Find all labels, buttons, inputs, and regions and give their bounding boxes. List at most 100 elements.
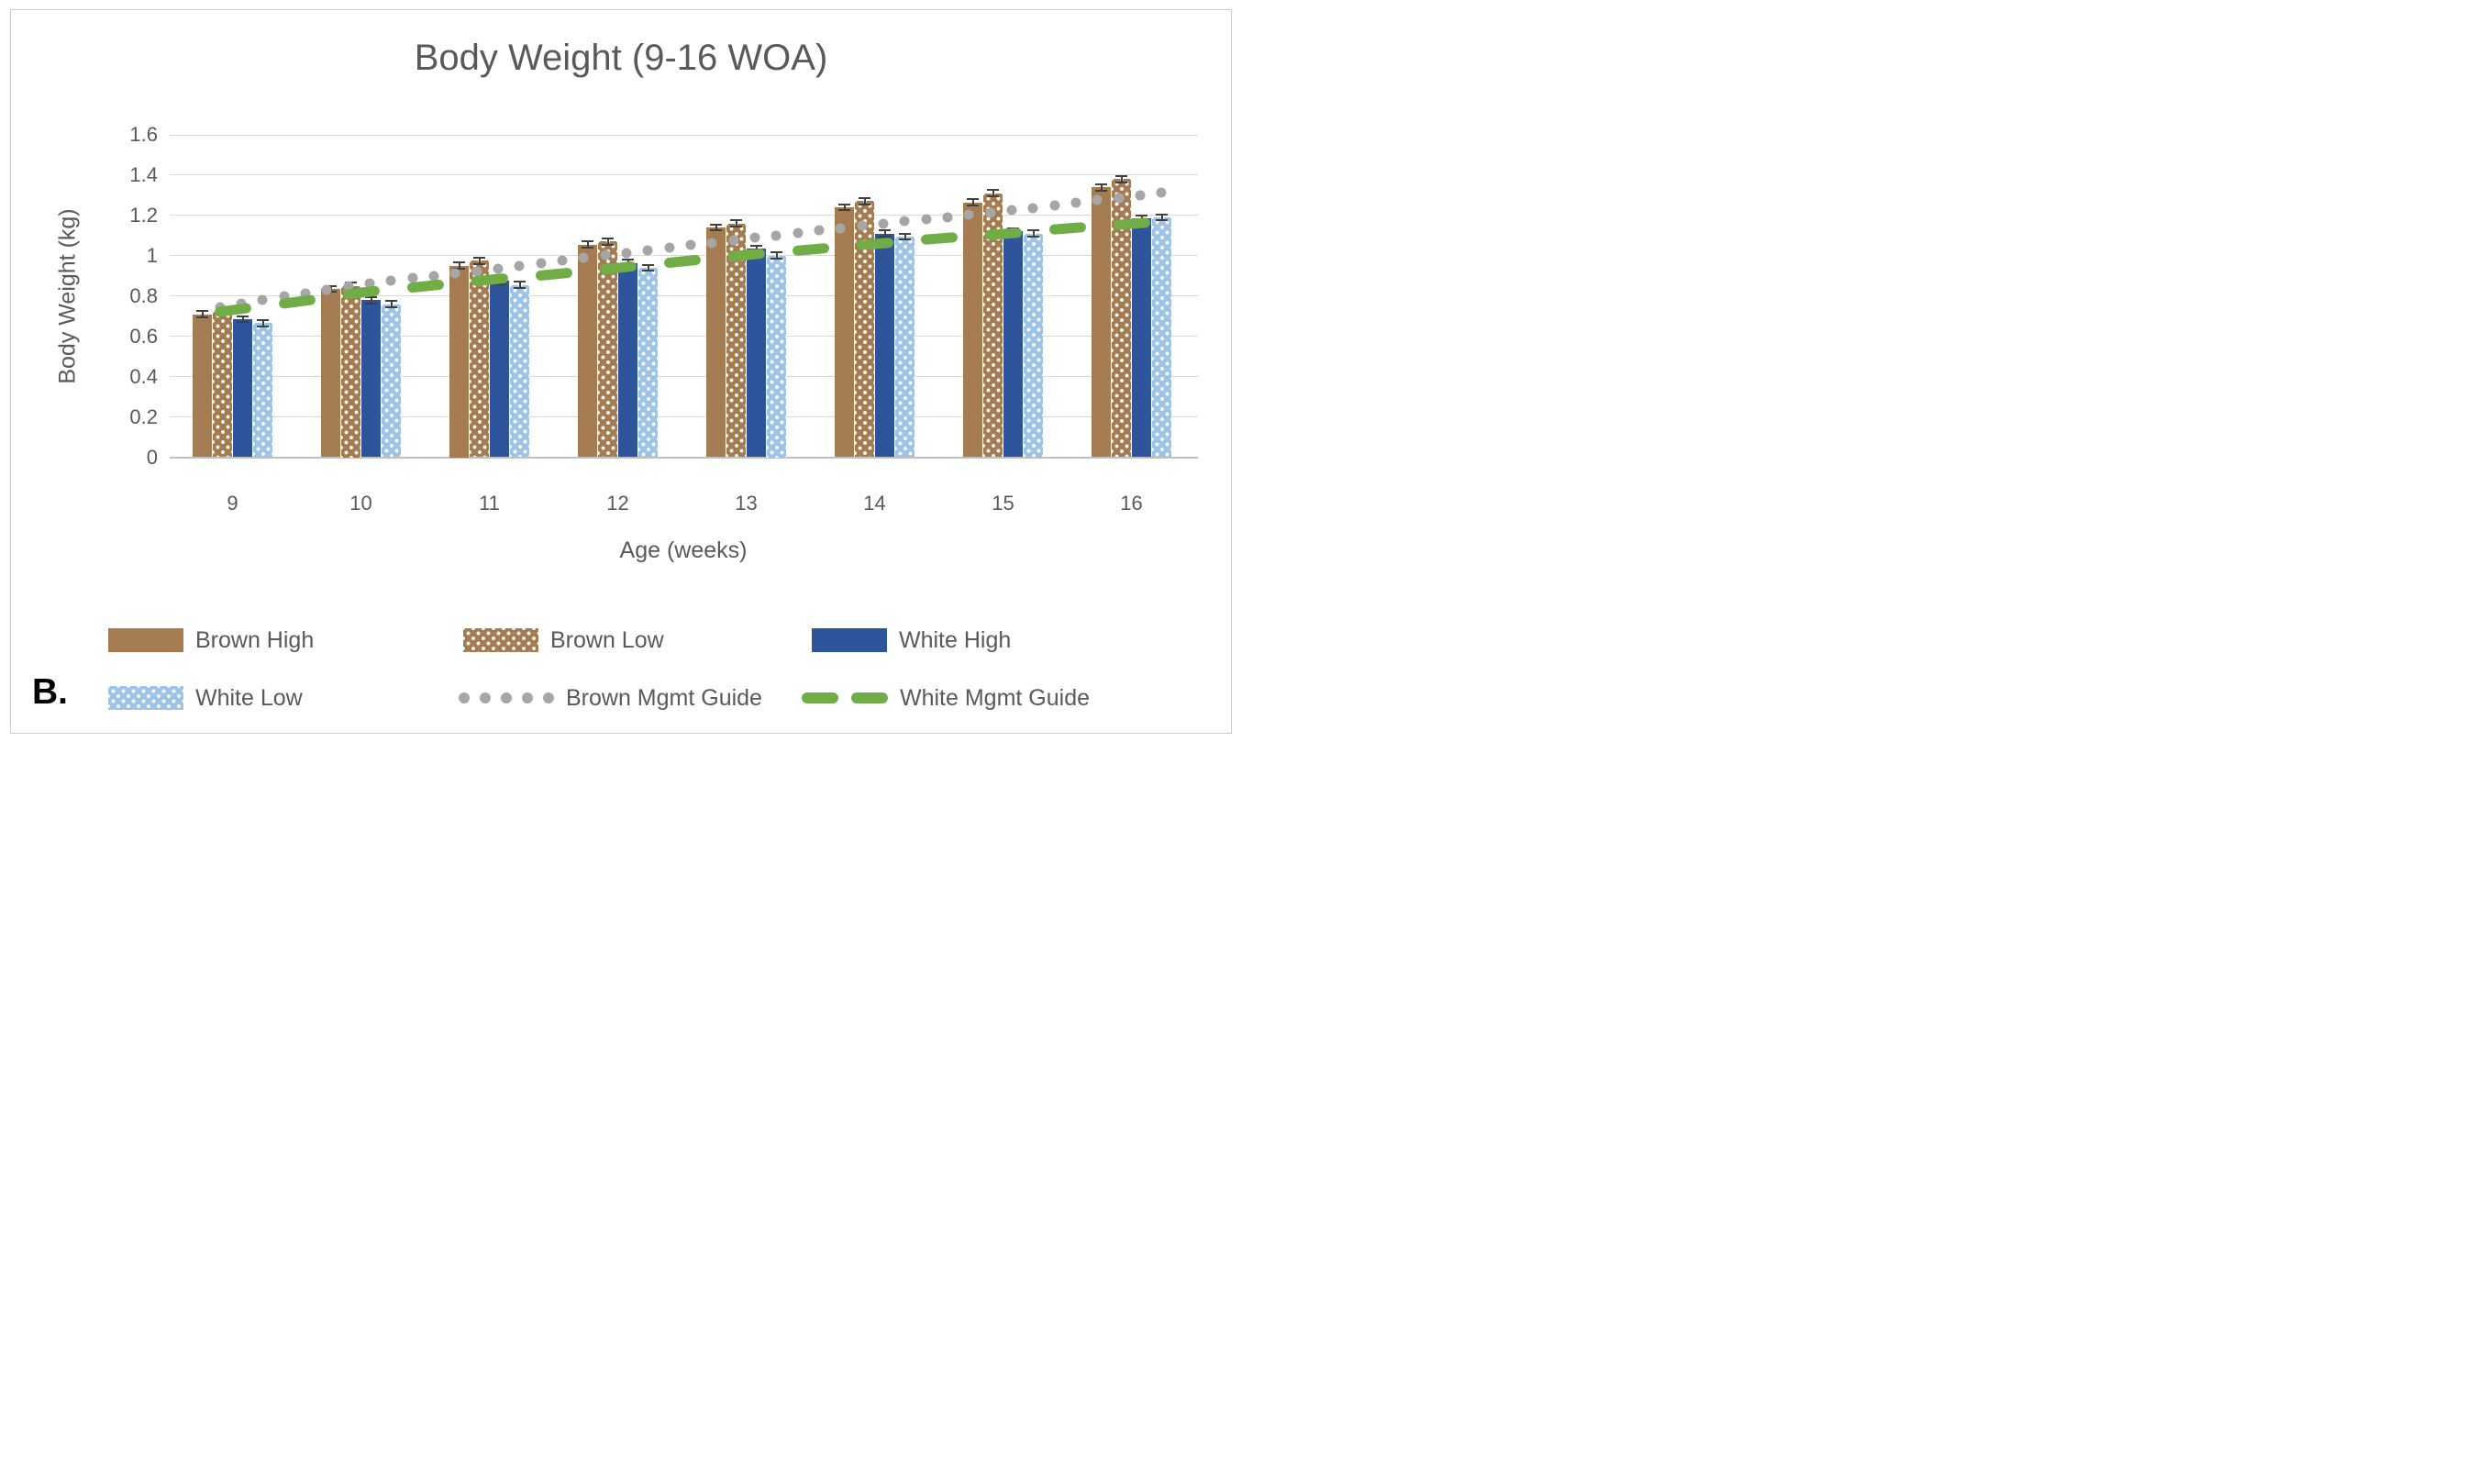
bar-white-high-week-14 [875,233,894,458]
brown-mgmt-guide-dot [814,225,825,236]
brown-mgmt-guide-dot [279,291,289,302]
bar-white-high-week-9 [233,319,252,458]
brown-high-swatch-icon [108,628,183,652]
gridline [170,416,1198,418]
brown-mgmt-guide-dot [728,235,738,246]
brown-mgmt-guide-dot [642,245,653,256]
error-bar [582,240,593,249]
y-tick-label: 1 [146,243,158,267]
brown-mgmt-guide-dot [514,260,525,271]
brown-mgmt-guide-dot [664,242,674,253]
error-bar [987,189,999,198]
x-tick-label: 16 [1120,492,1143,515]
brown-mgmt-guide-dot [835,223,846,234]
bar-white-low-week-11 [510,284,529,458]
bar-brown-high-week-11 [449,265,469,458]
x-tick-label: 13 [735,492,758,515]
legend-label: Brown Mgmt Guide [566,684,762,711]
gridline [170,174,1198,176]
y-tick-label: 1.4 [129,162,158,186]
gray-dotted-line-icon [459,692,554,703]
y-tick-label: 1.6 [129,123,158,146]
legend-label: Brown High [195,626,315,653]
error-bar [967,198,979,206]
brown-mgmt-guide-dot [321,284,332,295]
x-axis-title: Age (weeks) [619,537,748,563]
error-bar [1095,183,1107,192]
bar-white-low-week-15 [1024,233,1043,458]
bar-white-high-week-16 [1132,218,1151,458]
x-tick-label: 12 [606,492,629,515]
brown-mgmt-guide-dot [685,239,696,250]
bar-white-low-week-14 [895,236,914,458]
legend-label: Brown Low [550,626,664,653]
brown-mgmt-guide-dot [471,266,482,277]
brown-mgmt-guide-dot [921,214,931,225]
error-bar [899,232,911,241]
error-bar [1027,229,1039,238]
legend-item-white-high: White High [812,626,1011,654]
brown-mgmt-guide-dot [385,275,396,286]
gridline [170,215,1198,216]
bar-white-high-week-15 [1003,231,1023,458]
gridline [170,376,1198,378]
brown-mgmt-guide-dot [407,272,417,283]
bar-brown-low-week-9 [213,311,232,458]
brown-mgmt-guide-dot [963,209,974,220]
brown-mgmt-guide-dot [1092,194,1103,205]
legend-item-white-low: White Low [108,684,303,712]
bar-white-low-week-13 [767,255,786,458]
brown-mgmt-guide-dot [257,294,268,305]
plot-area: 0 0.2 0.4 0.6 0.8 1 1.2 1.4 1.6 9 10 11 12 13 14 15 16 [11,10,1231,733]
brown-mgmt-guide-dot [364,278,375,289]
error-bar [642,263,654,272]
brown-mgmt-guide-dot [1006,205,1017,216]
figure-page: Body Weight (9-16 WOA) Body Weight (kg) … [0,0,1242,742]
error-bar [385,300,397,308]
bar-white-high-week-12 [618,262,637,458]
error-bar [730,219,742,228]
brown-mgmt-guide-dot [770,230,781,241]
brown-mgmt-guide-dot [449,268,460,279]
y-tick-label: 0.6 [129,324,158,348]
brown-mgmt-guide-dot [578,252,589,263]
error-bar [196,310,208,318]
brown-mgmt-guide-dot [985,207,995,218]
error-bar [1115,174,1127,183]
y-tick-label: 1.2 [129,203,158,227]
brown-mgmt-guide-dot [1114,193,1124,204]
brown-mgmt-guide-dot [343,281,353,292]
bar-white-high-week-10 [361,300,381,458]
bar-brown-low-week-15 [983,193,1003,458]
y-tick-label: 0.2 [129,404,158,428]
bar-brown-high-week-13 [706,227,726,458]
brown-mgmt-guide-dot [1070,197,1081,208]
error-bar [879,229,891,238]
bar-white-low-week-12 [638,267,658,458]
brown-mgmt-guide-dot [706,238,717,249]
bar-brown-low-week-16 [1112,179,1131,458]
bar-brown-high-week-10 [321,289,340,458]
y-tick-label: 0.4 [129,364,158,388]
error-bar [365,295,377,305]
white-mgmt-guide-dash [663,254,701,269]
brown-mgmt-guide-dot [493,263,504,274]
bar-white-low-week-9 [253,323,272,458]
x-tick-label: 14 [863,492,886,515]
bar-brown-low-week-10 [341,285,360,458]
bar-white-high-week-11 [490,281,509,458]
brown-mgmt-guide-dot [1156,187,1167,198]
panel-letter-label: B. [32,672,68,712]
brown-mgmt-guide-dot [428,271,439,282]
legend-label: White High [899,626,1012,653]
brown-mgmt-guide-dot [557,255,568,266]
gridline [170,134,1198,136]
legend-label: White Low [195,684,303,711]
error-bar [859,197,870,205]
error-bar [237,315,249,324]
x-tick-label: 15 [992,492,1014,515]
gridline [170,336,1198,338]
white-high-swatch-icon [812,628,887,652]
bar-brown-low-week-13 [726,223,746,458]
error-bar [473,256,485,265]
